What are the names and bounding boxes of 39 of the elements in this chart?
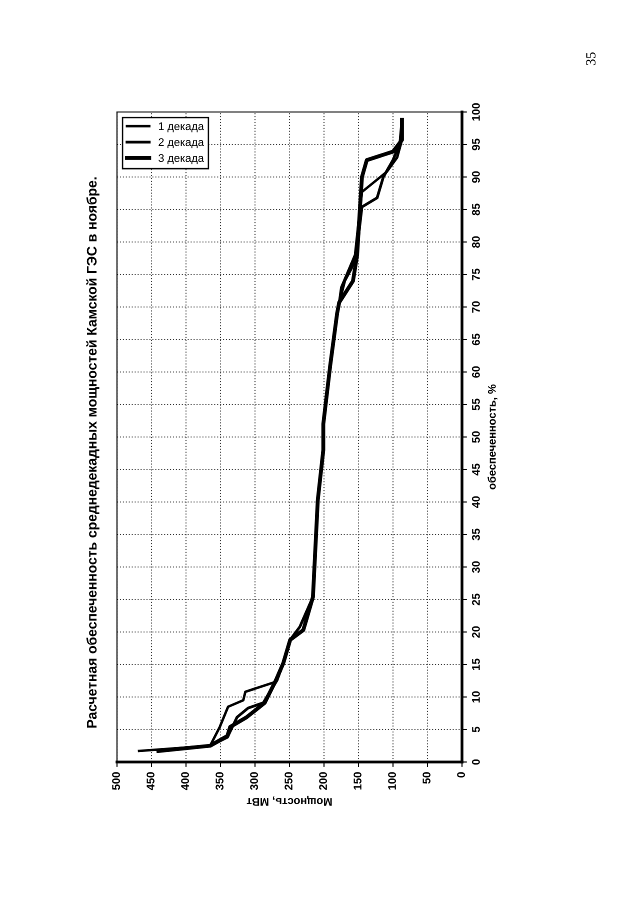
legend-label: 2 декада bbox=[158, 138, 204, 148]
y-tick-label: 80 bbox=[472, 236, 480, 248]
y-tick-label: 75 bbox=[472, 268, 480, 280]
text: Расчетная обеспеченность среднедекадных мощностей Камской ГЭС в ноябре. bbox=[86, 177, 100, 728]
x-tick-label: 400 bbox=[181, 772, 189, 790]
y-tick-label: 40 bbox=[472, 496, 480, 508]
x-tick-label: 300 bbox=[250, 772, 258, 790]
y-tick-label: 90 bbox=[472, 171, 480, 183]
x-tick-label: 100 bbox=[388, 772, 396, 790]
y-tick-label: 5 bbox=[472, 726, 480, 732]
x-tick-label: 350 bbox=[216, 772, 224, 790]
y-tick-label: 25 bbox=[472, 594, 480, 606]
y-tick-label: 65 bbox=[472, 334, 480, 346]
x-axis-title: Мощность, МВт bbox=[246, 796, 332, 806]
text: 35 bbox=[586, 52, 596, 66]
y-tick-label: 30 bbox=[472, 561, 480, 573]
legend-label: 3 декада bbox=[158, 154, 204, 164]
x-tick-label: 50 bbox=[422, 772, 430, 784]
x-tick-label: 200 bbox=[319, 772, 327, 790]
y-tick-label: 20 bbox=[472, 626, 480, 638]
y-tick-label: 35 bbox=[472, 528, 480, 540]
y-axis-title: обеспеченность, % bbox=[488, 384, 498, 490]
x-tick-label: 500 bbox=[112, 772, 120, 790]
x-tick-label: 450 bbox=[146, 772, 154, 790]
y-tick-label: 10 bbox=[472, 691, 480, 702]
y-tick-label: 100 bbox=[472, 103, 480, 121]
y-tick-label: 95 bbox=[472, 138, 480, 150]
y-tick-label: 70 bbox=[472, 301, 480, 313]
y-tick-label: 55 bbox=[472, 398, 480, 410]
y-tick-label: 85 bbox=[472, 204, 480, 216]
y-tick-label: 0 bbox=[472, 759, 480, 765]
y-tick-label: 15 bbox=[472, 658, 480, 670]
x-tick-label: 0 bbox=[457, 772, 465, 778]
legend-label: 1 декада bbox=[158, 122, 204, 132]
y-tick-label: 45 bbox=[472, 464, 480, 476]
x-tick-label: 250 bbox=[284, 772, 292, 790]
x-tick-label: 150 bbox=[354, 772, 362, 790]
y-tick-label: 50 bbox=[472, 431, 480, 443]
y-tick-label: 60 bbox=[472, 366, 480, 378]
